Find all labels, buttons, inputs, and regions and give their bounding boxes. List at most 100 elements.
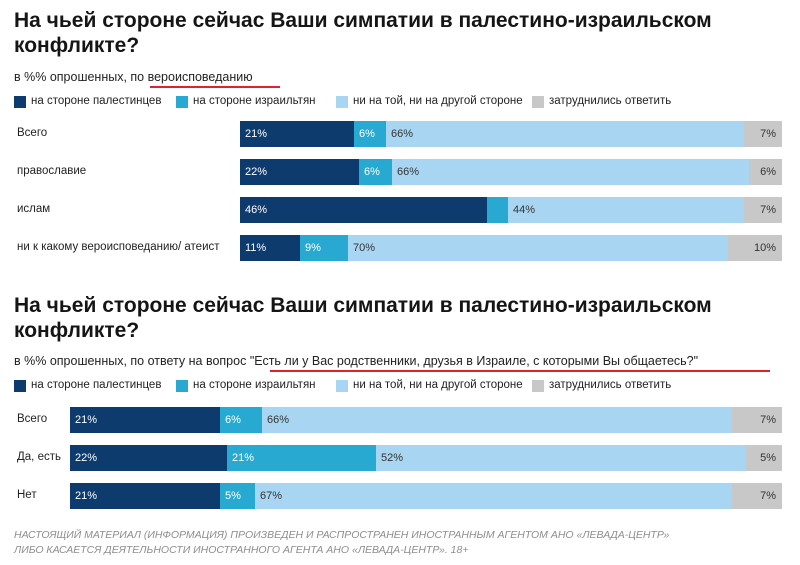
chart2-bar-segment-palestinians: [70, 407, 220, 433]
chart1-bar-segment-difficult: [749, 159, 782, 185]
chart1-bar-segment-neither: [386, 121, 744, 147]
chart2-subtitle-emphasis: "Есть ли у Вас родственники, друзья в Из…: [249, 354, 699, 368]
chart1-data-label: 7%: [760, 204, 776, 216]
chart2-data-label: 21%: [75, 490, 98, 502]
chart2-data-label: 6%: [225, 414, 241, 426]
chart1-data-label: 6%: [364, 166, 380, 178]
chart1-subtitle-emphasis: по вероисповеданию: [130, 70, 253, 84]
chart1-subtitle: в %% опрошенных, по вероисповеданию: [14, 70, 253, 84]
chart2-data-label: 66%: [267, 414, 290, 426]
chart2-legend-swatch-israelis: [176, 380, 188, 392]
chart2-bar-segment-palestinians: [70, 445, 227, 471]
chart2-row-label: Да, есть: [17, 451, 61, 463]
chart1-bar-segment-israelis: [354, 121, 386, 147]
chart2-bar-segment-neither: [376, 445, 746, 471]
chart1-row-label: ислам: [17, 203, 51, 215]
chart1-subtitle-prefix: в %% опрошенных,: [14, 70, 131, 84]
chart2-bar-segment-difficult: [746, 445, 782, 471]
chart2-legend-label-palestinians: на стороне палестинцев: [31, 379, 162, 391]
chart1-bar-segment-neither: [508, 197, 744, 223]
chart2-data-label: 7%: [760, 414, 776, 426]
chart1-title-line2: конфликте?: [14, 34, 140, 57]
chart1-legend-swatch-israelis: [176, 96, 188, 108]
chart1-bar: 22% 6% 66% 6%: [240, 159, 782, 185]
chart1-bar-segment-palestinians: [240, 197, 487, 223]
chart2-bar-segment-neither: [255, 483, 732, 509]
chart1-bar-segment-palestinians: [240, 235, 300, 261]
chart1-data-label: 9%: [305, 242, 321, 254]
chart1-legend-swatch-palestinians: [14, 96, 26, 108]
chart1-data-label: 22%: [245, 166, 268, 178]
chart2-bar: 21% 5% 67% 7%: [70, 483, 782, 509]
chart2-data-label: 7%: [760, 490, 776, 502]
chart2-legend: на стороне палестинцев на стороне израиль…: [14, 379, 784, 395]
chart1-data-label: 46%: [245, 204, 268, 216]
chart1-underline: [150, 86, 280, 88]
chart1-data-label: 70%: [353, 242, 376, 254]
chart1-bar-segment-difficult: [728, 235, 782, 261]
chart2-data-label: 67%: [260, 490, 283, 502]
chart1-row-label: ни к какому вероисповеданию/ атеист: [17, 241, 220, 253]
chart1-data-label: 7%: [760, 128, 776, 140]
chart1-data-label: 10%: [753, 242, 776, 254]
footer-line1: НАСТОЯЩИЙ МАТЕРИАЛ (ИНФОРМАЦИЯ) ПРОИЗВЕД…: [14, 529, 670, 541]
chart2-legend-swatch-difficult: [532, 380, 544, 392]
chart2-bar-segment-israelis: [227, 445, 376, 471]
chart2-bar: 22% 21% 52% 5%: [70, 445, 782, 471]
chart2-bar-segment-neither: [262, 407, 732, 433]
chart2-legend-label-israelis: на стороне израильтян: [193, 379, 316, 391]
chart1-legend-label-palestinians: на стороне палестинцев: [31, 95, 162, 107]
chart1-data-label: 66%: [391, 128, 414, 140]
chart2-bar-segment-difficult: [732, 483, 782, 509]
chart2-data-label: 5%: [760, 452, 776, 464]
chart2-bar-segment-israelis: [220, 407, 262, 433]
chart1-row-label: Всего: [17, 127, 48, 139]
chart1-row-label: православие: [17, 165, 87, 177]
chart2-legend-label-neither: ни на той, ни на другой стороне: [353, 379, 523, 391]
chart2-data-label: 22%: [75, 452, 98, 464]
chart2-data-label: 21%: [232, 452, 255, 464]
chart1-bar-segment-israelis: [359, 159, 392, 185]
chart2-legend-swatch-neither: [336, 380, 348, 392]
chart2-legend-swatch-palestinians: [14, 380, 26, 392]
chart2-subtitle: в %% опрошенных, по ответу на вопрос "Ес…: [14, 354, 698, 368]
chart1-data-label: 66%: [397, 166, 420, 178]
chart2-bar: 21% 6% 66% 7%: [70, 407, 782, 433]
chart1-legend-label-neither: ни на той, ни на другой стороне: [353, 95, 523, 107]
chart2-title-line2: конфликте?: [14, 319, 140, 342]
chart1-bar: 11% 9% 70% 10%: [240, 235, 782, 261]
footer-line2: ЛИБО КАСАЕТСЯ ДЕЯТЕЛЬНОСТИ ИНОСТРАННОГО …: [14, 544, 469, 556]
chart2-legend-label-difficult: затруднились ответить: [549, 379, 672, 391]
chart1-legend-swatch-difficult: [532, 96, 544, 108]
chart2-underline: [270, 370, 770, 372]
chart1-data-label: 11%: [245, 242, 267, 254]
chart1-bar-segment-palestinians: [240, 121, 354, 147]
chart2-data-label: 52%: [381, 452, 404, 464]
chart2-data-label: 5%: [225, 490, 241, 502]
chart1-bar: 21% 6% 66% 7%: [240, 121, 782, 147]
chart2-subtitle-prefix: в %% опрошенных, по ответу на вопрос: [14, 354, 250, 368]
chart2-bar-segment-israelis: [220, 483, 255, 509]
chart1-bar-segment-neither: [392, 159, 749, 185]
chart1-bar-segment-difficult: [744, 121, 782, 147]
chart1-data-label: 44%: [513, 204, 536, 216]
chart1-bar-segment-neither: [348, 235, 728, 261]
chart1-data-label: 21%: [245, 128, 268, 140]
chart2-bar-segment-difficult: [732, 407, 782, 433]
chart1-bar: 46% 44% 7%: [240, 197, 782, 223]
chart1-bar-segment-israelis: [300, 235, 348, 261]
chart1-bar-segment-difficult: [744, 197, 782, 223]
chart1-data-label: 6%: [760, 166, 776, 178]
chart2-bar-segment-palestinians: [70, 483, 220, 509]
chart1-legend: на стороне палестинцев на стороне израиль…: [14, 95, 784, 111]
chart1-title-line1: На чьей стороне сейчас Ваши симпатии в п…: [14, 9, 712, 32]
chart2-data-label: 21%: [75, 414, 98, 426]
chart2-row-label: Всего: [17, 413, 48, 425]
chart1-legend-label-israelis: на стороне израильтян: [193, 95, 316, 107]
chart2-row-label: Нет: [17, 489, 37, 501]
chart1-bar-segment-palestinians: [240, 159, 359, 185]
chart1-bar-segment-israelis: [487, 197, 508, 223]
chart1-legend-swatch-neither: [336, 96, 348, 108]
chart1-data-label: 6%: [359, 128, 375, 140]
chart1-legend-label-difficult: затруднились ответить: [549, 95, 672, 107]
